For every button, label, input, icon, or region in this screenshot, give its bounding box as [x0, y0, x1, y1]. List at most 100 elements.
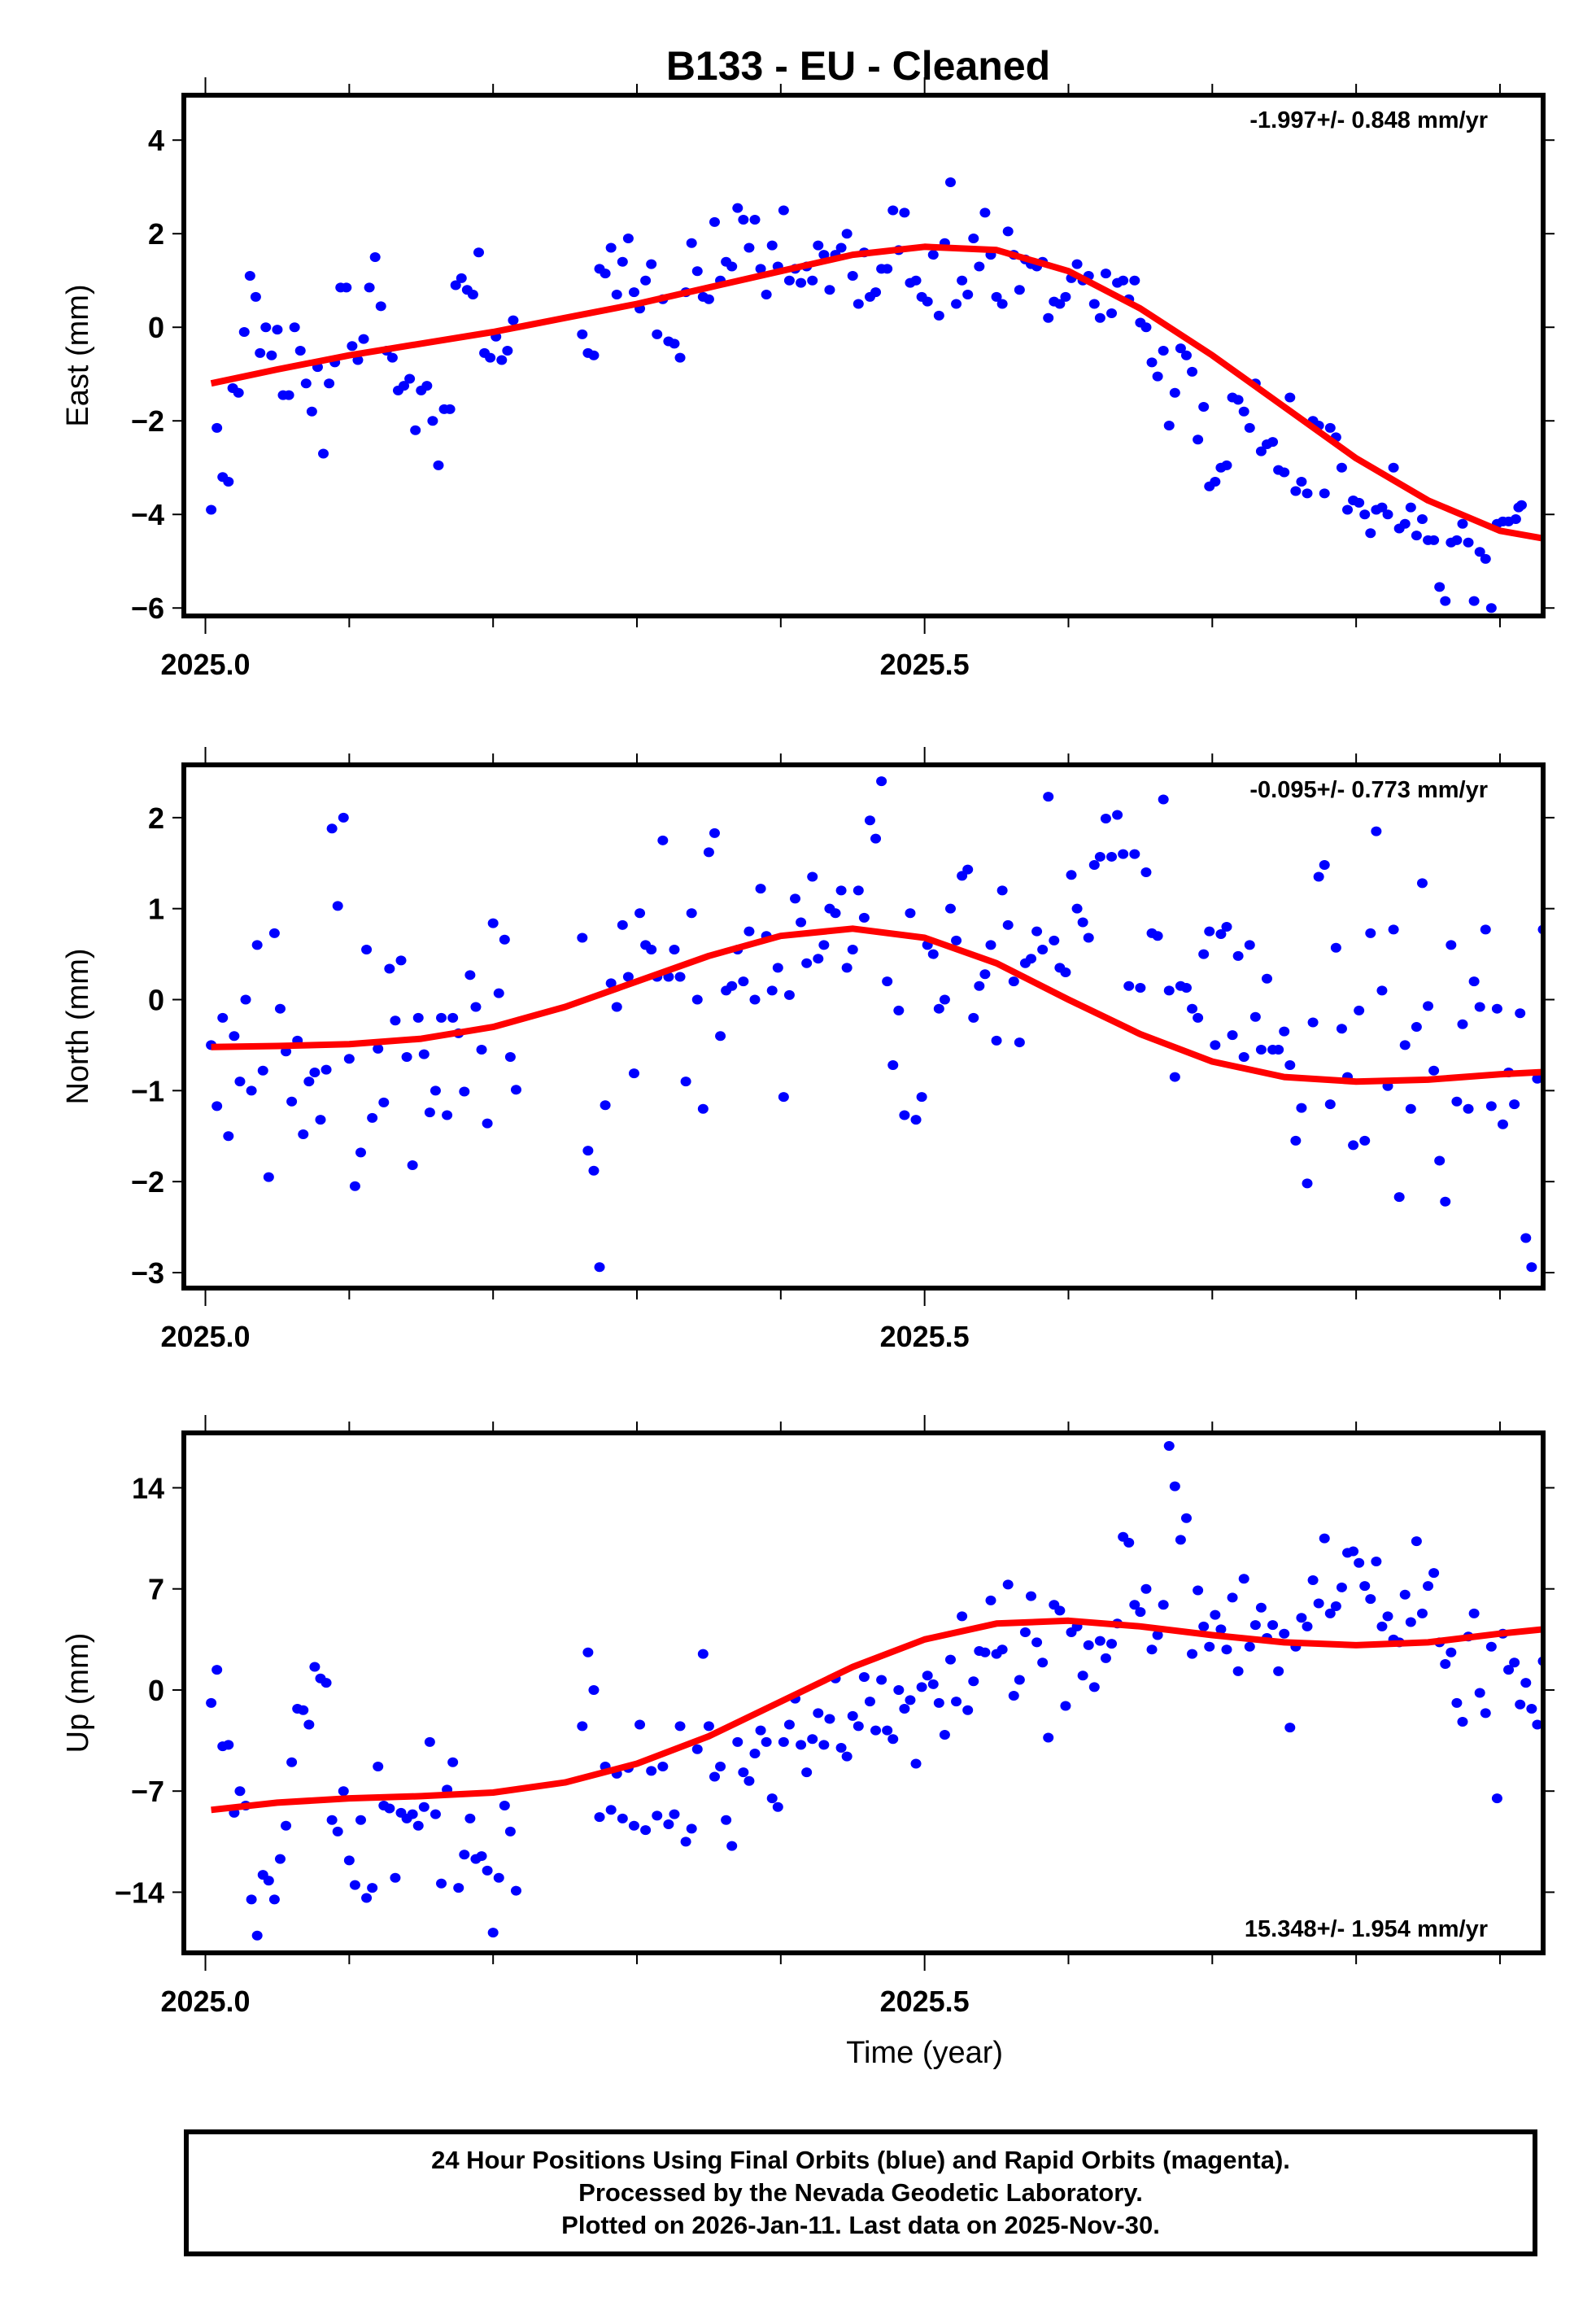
- footer-box: 24 Hour Positions Using Final Orbits (bl…: [184, 2129, 1537, 2256]
- data-point: [807, 871, 818, 882]
- data-point: [709, 216, 720, 227]
- data-point: [709, 1771, 720, 1782]
- data-point: [1175, 343, 1186, 354]
- data-point: [493, 1872, 504, 1883]
- data-point: [300, 378, 312, 389]
- data-point: [1354, 1557, 1365, 1568]
- data-point: [669, 945, 680, 955]
- data-point: [343, 1054, 355, 1064]
- data-point: [985, 940, 996, 950]
- data-point: [1249, 1620, 1261, 1631]
- velocity-rate-label: 15.348+/- 1.954 mm/yr: [1245, 1916, 1488, 1942]
- data-point: [1083, 932, 1094, 943]
- data-point: [1497, 1119, 1508, 1129]
- data-point: [887, 1060, 899, 1071]
- x-tick-label: 2025.5: [880, 648, 970, 681]
- data-point: [436, 1012, 447, 1023]
- data-point: [395, 955, 407, 966]
- data-point: [1267, 1620, 1279, 1631]
- data-point: [979, 207, 991, 218]
- data-point: [674, 1721, 686, 1732]
- data-point: [412, 1820, 424, 1831]
- data-point: [1198, 1621, 1210, 1631]
- data-point: [783, 1719, 795, 1730]
- data-point: [229, 1031, 240, 1042]
- data-point: [255, 347, 266, 358]
- data-point: [1129, 275, 1140, 286]
- data-point: [464, 1813, 476, 1823]
- data-point: [962, 1705, 974, 1715]
- data-point: [1474, 1002, 1485, 1012]
- data-point: [1520, 1678, 1532, 1688]
- data-point: [272, 325, 283, 335]
- data-point: [1485, 1101, 1497, 1112]
- data-point: [1457, 1019, 1468, 1029]
- data-point: [1198, 949, 1210, 959]
- data-point: [1180, 1513, 1192, 1523]
- data-point: [1348, 1546, 1359, 1557]
- data-point: [1227, 1592, 1238, 1603]
- data-point: [324, 378, 335, 389]
- data-point: [250, 291, 261, 302]
- data-point: [283, 390, 294, 400]
- panels: 2025.0 2025.5 4 2 0 −2 −4 −6 East (mm) -1.997+/- …: [61, 77, 1555, 2070]
- data-point: [1273, 1045, 1284, 1055]
- data-point: [1405, 502, 1416, 513]
- data-point: [605, 978, 617, 989]
- panel-up: 2025.0 2025.5 14 7 0 −7 −14 Up (mm) Time (year) 1…: [61, 1415, 1555, 2070]
- data-point: [470, 1002, 482, 1012]
- data-point: [726, 261, 738, 272]
- data-point: [968, 233, 979, 243]
- data-point: [1112, 810, 1123, 820]
- data-point: [1129, 1600, 1140, 1610]
- data-point: [1302, 1621, 1313, 1631]
- data-point: [611, 289, 622, 299]
- data-point: [281, 1820, 292, 1831]
- data-point: [766, 240, 778, 251]
- data-point: [824, 285, 835, 295]
- data-point: [1180, 350, 1192, 360]
- data-point: [246, 1085, 257, 1096]
- data-point: [801, 1767, 813, 1778]
- data-point: [1204, 926, 1215, 937]
- data-point: [1255, 1045, 1267, 1055]
- data-point: [361, 945, 373, 955]
- data-point: [1232, 950, 1244, 961]
- x-tick-label: 2025.0: [160, 1320, 250, 1353]
- data-point: [1077, 1671, 1088, 1681]
- data-point: [399, 381, 410, 391]
- data-point: [944, 177, 956, 187]
- data-point: [1474, 547, 1485, 557]
- data-point: [899, 207, 910, 218]
- data-point: [373, 1762, 384, 1772]
- data-point: [510, 1085, 521, 1095]
- data-point: [251, 940, 263, 950]
- data-point: [1348, 1140, 1359, 1151]
- data-point: [502, 345, 513, 356]
- data-point: [1152, 371, 1163, 382]
- x-axis-label: Time (year): [846, 2036, 1003, 2070]
- data-point: [870, 833, 882, 844]
- data-point: [1440, 596, 1451, 606]
- data-point: [1526, 1704, 1537, 1714]
- data-point: [1434, 1155, 1446, 1166]
- data-point: [1359, 1581, 1371, 1592]
- data-point: [594, 1262, 605, 1273]
- x-tick-label: 2025.5: [880, 1985, 970, 2018]
- data-point: [1221, 1644, 1232, 1655]
- data-point: [944, 1654, 956, 1665]
- data-point: [691, 1744, 703, 1754]
- data-point: [459, 1086, 470, 1097]
- data-point: [390, 1015, 401, 1026]
- data-point: [1123, 980, 1135, 991]
- data-point: [796, 1740, 807, 1750]
- y-tick-label: 1: [148, 893, 164, 926]
- data-point: [1077, 917, 1088, 928]
- data-point: [1187, 1003, 1198, 1014]
- data-point: [927, 1679, 939, 1689]
- data-point: [1002, 919, 1014, 930]
- data-point: [996, 1644, 1008, 1655]
- data-point: [1088, 299, 1100, 309]
- data-point: [263, 1172, 274, 1182]
- data-point: [1284, 1060, 1296, 1071]
